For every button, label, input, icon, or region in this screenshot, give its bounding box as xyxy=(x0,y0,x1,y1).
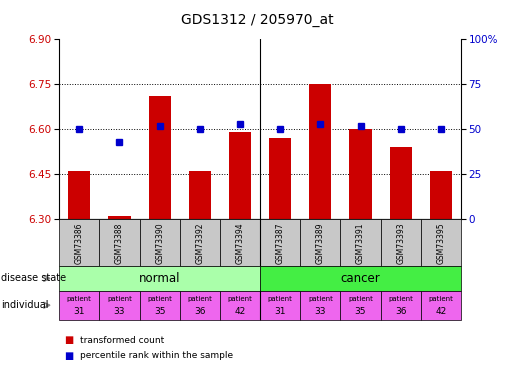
Bar xyxy=(421,219,461,266)
Bar xyxy=(229,132,251,219)
Text: GSM73389: GSM73389 xyxy=(316,222,325,264)
Text: patient: patient xyxy=(348,296,373,302)
Text: patient: patient xyxy=(67,296,92,302)
Text: 36: 36 xyxy=(395,307,406,316)
Bar xyxy=(381,291,421,320)
Text: 42: 42 xyxy=(435,307,447,316)
Bar xyxy=(430,171,452,219)
Text: GSM73394: GSM73394 xyxy=(235,222,245,264)
Text: ■: ■ xyxy=(64,351,74,360)
Text: GSM73386: GSM73386 xyxy=(75,222,84,264)
Bar xyxy=(59,291,99,320)
Text: patient: patient xyxy=(428,296,453,302)
Bar xyxy=(140,219,180,266)
Text: 31: 31 xyxy=(274,307,286,316)
Text: patient: patient xyxy=(187,296,212,302)
Text: individual: individual xyxy=(1,300,48,310)
Text: patient: patient xyxy=(308,296,333,302)
Text: 35: 35 xyxy=(355,307,366,316)
Text: percentile rank within the sample: percentile rank within the sample xyxy=(80,351,233,360)
Text: patient: patient xyxy=(388,296,413,302)
Bar xyxy=(149,96,170,219)
Bar xyxy=(269,138,291,219)
Text: cancer: cancer xyxy=(340,272,381,285)
Bar xyxy=(109,216,130,219)
Bar xyxy=(381,219,421,266)
Bar xyxy=(260,219,300,266)
Bar xyxy=(390,147,411,219)
Bar xyxy=(68,171,90,219)
Bar xyxy=(260,266,461,291)
Text: patient: patient xyxy=(228,296,252,302)
Bar xyxy=(340,291,381,320)
Text: 36: 36 xyxy=(194,307,205,316)
Bar xyxy=(59,266,260,291)
Text: patient: patient xyxy=(107,296,132,302)
Text: GDS1312 / 205970_at: GDS1312 / 205970_at xyxy=(181,13,334,27)
Text: patient: patient xyxy=(268,296,293,302)
Text: normal: normal xyxy=(139,272,180,285)
Text: 31: 31 xyxy=(74,307,85,316)
Bar xyxy=(189,171,211,219)
Bar xyxy=(350,129,371,219)
Text: GSM73387: GSM73387 xyxy=(276,222,285,264)
Text: GSM73390: GSM73390 xyxy=(155,222,164,264)
Bar xyxy=(340,219,381,266)
Text: GSM73391: GSM73391 xyxy=(356,222,365,264)
Bar xyxy=(220,219,260,266)
Text: GSM73395: GSM73395 xyxy=(436,222,445,264)
Text: 42: 42 xyxy=(234,307,246,316)
Text: GSM73393: GSM73393 xyxy=(396,222,405,264)
Text: ■: ■ xyxy=(64,336,74,345)
Bar xyxy=(421,291,461,320)
Bar xyxy=(99,219,140,266)
Bar xyxy=(180,219,220,266)
Text: patient: patient xyxy=(147,296,172,302)
Text: transformed count: transformed count xyxy=(80,336,164,345)
Text: GSM73392: GSM73392 xyxy=(195,222,204,264)
Bar xyxy=(99,291,140,320)
Bar xyxy=(59,219,99,266)
Bar xyxy=(220,291,260,320)
Text: GSM73388: GSM73388 xyxy=(115,222,124,264)
Text: 35: 35 xyxy=(154,307,165,316)
Text: 33: 33 xyxy=(315,307,326,316)
Bar xyxy=(310,84,331,219)
Bar xyxy=(260,291,300,320)
Bar xyxy=(180,291,220,320)
Text: disease state: disease state xyxy=(1,273,66,284)
Text: 33: 33 xyxy=(114,307,125,316)
Bar xyxy=(300,291,340,320)
Bar xyxy=(140,291,180,320)
Bar xyxy=(300,219,340,266)
